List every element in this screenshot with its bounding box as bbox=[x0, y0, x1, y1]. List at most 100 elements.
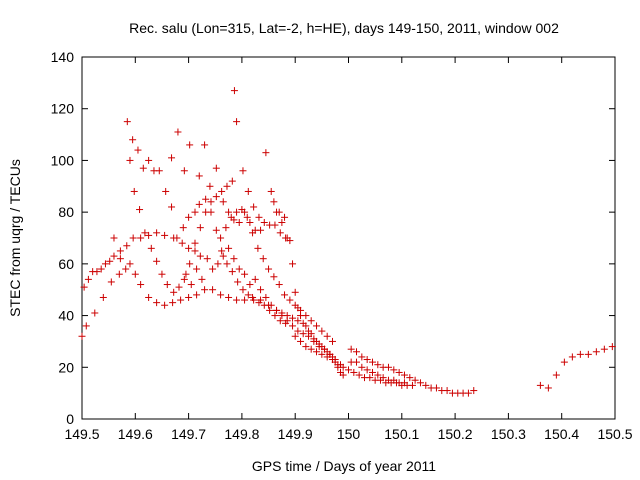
data-point bbox=[251, 275, 259, 283]
x-tick-label: 149.5 bbox=[64, 426, 99, 442]
data-point bbox=[222, 224, 230, 232]
data-point bbox=[400, 379, 408, 387]
data-point bbox=[390, 366, 398, 374]
data-point bbox=[544, 384, 552, 392]
data-points bbox=[78, 87, 616, 397]
data-point bbox=[297, 312, 305, 320]
data-point bbox=[390, 376, 398, 384]
data-point bbox=[185, 213, 193, 221]
data-point bbox=[162, 187, 170, 195]
data-point bbox=[161, 231, 169, 239]
data-point bbox=[101, 260, 109, 268]
data-point bbox=[233, 208, 241, 216]
data-point bbox=[225, 244, 233, 252]
y-tick-label: 0 bbox=[66, 411, 74, 427]
data-point bbox=[201, 141, 209, 149]
data-point bbox=[233, 118, 241, 126]
data-point bbox=[307, 317, 315, 325]
data-point bbox=[294, 327, 302, 335]
data-point bbox=[374, 361, 382, 369]
data-point bbox=[126, 260, 134, 268]
y-tick-label: 100 bbox=[51, 152, 75, 168]
data-point bbox=[241, 296, 249, 304]
data-point bbox=[218, 247, 226, 255]
data-point bbox=[202, 208, 210, 216]
data-point bbox=[257, 226, 265, 234]
data-point bbox=[99, 293, 107, 301]
data-point bbox=[163, 281, 171, 289]
data-point bbox=[347, 345, 355, 353]
y-tick-label: 80 bbox=[58, 204, 74, 220]
data-point bbox=[307, 345, 315, 353]
data-point bbox=[230, 255, 238, 263]
data-point bbox=[334, 361, 342, 369]
data-point bbox=[273, 306, 281, 314]
data-point bbox=[170, 288, 178, 296]
data-point bbox=[227, 213, 235, 221]
data-point bbox=[395, 368, 403, 376]
data-point bbox=[212, 226, 220, 234]
data-point bbox=[130, 187, 138, 195]
data-point bbox=[106, 257, 114, 265]
data-point bbox=[262, 149, 270, 157]
data-point bbox=[123, 118, 131, 126]
data-point bbox=[254, 244, 262, 252]
data-point bbox=[246, 281, 254, 289]
data-point bbox=[161, 301, 169, 309]
data-point bbox=[131, 270, 139, 278]
data-point bbox=[250, 203, 258, 211]
data-point bbox=[379, 374, 387, 382]
data-point bbox=[313, 322, 321, 330]
data-point bbox=[278, 218, 286, 226]
data-point bbox=[203, 255, 211, 263]
data-point bbox=[153, 257, 161, 265]
data-point bbox=[136, 206, 144, 214]
data-point bbox=[123, 242, 131, 250]
data-point bbox=[345, 366, 352, 374]
data-point bbox=[411, 376, 419, 384]
data-point bbox=[352, 348, 360, 356]
x-tick-label: 150.1 bbox=[384, 426, 419, 442]
data-point bbox=[271, 312, 279, 320]
data-point bbox=[289, 314, 297, 322]
data-point bbox=[223, 260, 231, 268]
data-point bbox=[82, 322, 90, 330]
data-point bbox=[262, 293, 270, 301]
data-point bbox=[432, 384, 440, 392]
data-point bbox=[168, 154, 176, 162]
data-point bbox=[271, 221, 279, 229]
data-point bbox=[244, 291, 252, 299]
data-point bbox=[195, 172, 203, 180]
data-point bbox=[116, 247, 124, 255]
data-point bbox=[228, 268, 236, 276]
x-tick-label: 150.4 bbox=[544, 426, 579, 442]
data-point bbox=[173, 234, 181, 242]
data-point bbox=[368, 358, 376, 366]
data-point bbox=[400, 371, 408, 379]
data-point bbox=[384, 363, 392, 371]
x-tick-label: 150 bbox=[337, 426, 361, 442]
data-point bbox=[185, 244, 193, 252]
data-point bbox=[299, 330, 307, 338]
data-point bbox=[560, 358, 568, 366]
data-point bbox=[350, 368, 358, 376]
data-point bbox=[137, 281, 145, 289]
data-point bbox=[255, 213, 263, 221]
data-point bbox=[180, 167, 188, 175]
data-point bbox=[191, 208, 199, 216]
data-point bbox=[318, 327, 326, 335]
data-point bbox=[329, 337, 337, 345]
chart-title: Rec. salu (Lon=315, Lat=-2, h=HE), days … bbox=[129, 20, 559, 36]
data-point bbox=[223, 182, 231, 190]
data-point bbox=[206, 182, 214, 190]
data-point bbox=[129, 136, 137, 144]
data-point bbox=[169, 299, 177, 307]
data-point bbox=[406, 374, 414, 382]
data-point bbox=[270, 198, 278, 206]
data-point bbox=[576, 350, 584, 358]
data-point bbox=[191, 247, 199, 255]
data-point bbox=[179, 224, 187, 232]
data-point bbox=[228, 177, 236, 185]
data-point bbox=[219, 198, 227, 206]
data-point bbox=[209, 286, 217, 294]
